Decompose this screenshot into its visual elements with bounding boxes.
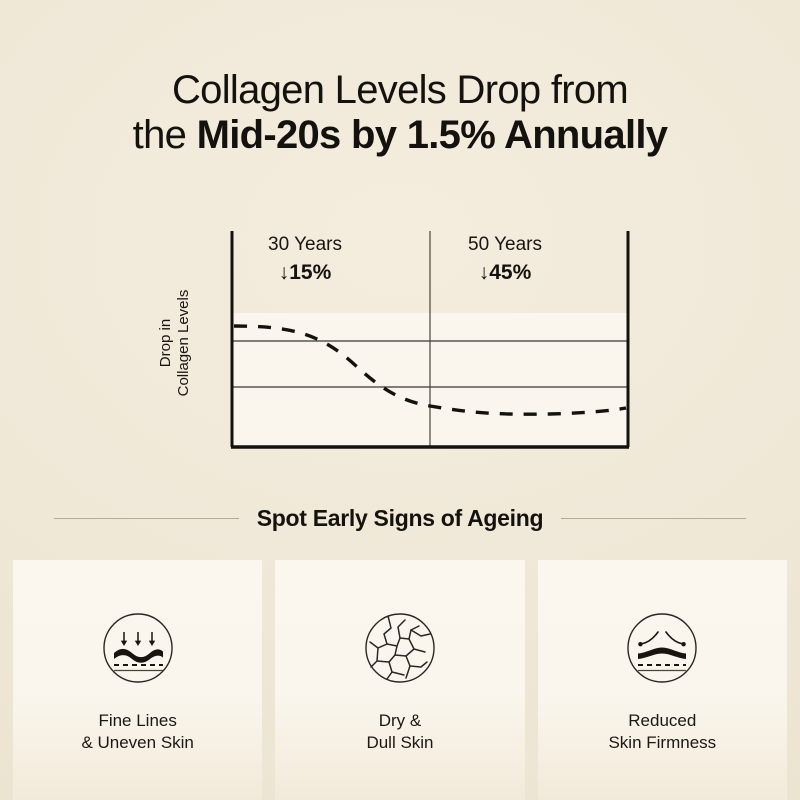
- section-title: Spot Early Signs of Ageing: [256, 505, 544, 531]
- title-line-2-prefix: the: [132, 112, 197, 157]
- annotation-years-label: 30 Years: [268, 234, 342, 255]
- card-label-line1: Fine Lines: [98, 711, 177, 730]
- fine-lines-icon: [102, 613, 173, 683]
- reduced-firmness-icon: [627, 613, 698, 683]
- annotation-change-label: ↓45%: [478, 260, 532, 284]
- divider-left: [53, 518, 239, 519]
- dry-dull-skin-icon: [365, 613, 435, 683]
- card-reduced-firmness[interactable]: Reduced Skin Firmness: [537, 560, 787, 800]
- card-fine-lines[interactable]: Fine Lines & Uneven Skin: [13, 560, 263, 800]
- title-line-2: the Mid-20s by 1.5% Annually: [0, 113, 800, 158]
- chart-collagen-curve: [233, 324, 627, 416]
- section-heading: Spot Early Signs of Ageing: [0, 505, 800, 532]
- title-line-1: Collagen Levels Drop from: [171, 68, 629, 112]
- divider-right: [561, 518, 747, 519]
- chart-annotation-50-years: 50 Years ↓45%: [430, 233, 580, 286]
- card-label: Reduced Skin Firmness: [538, 710, 787, 754]
- card-label-line1: Reduced: [628, 711, 697, 730]
- card-label: Fine Lines & Uneven Skin: [13, 710, 262, 754]
- chart-plot-area: [230, 231, 630, 449]
- y-axis-label-line2: Collagen Levels: [175, 289, 192, 397]
- title-line-2-strong: Mid-20s by 1.5% Annually: [196, 112, 668, 157]
- card-dry-dull-skin[interactable]: Dry & Dull Skin: [275, 560, 525, 800]
- card-label-line2: & Uneven Skin: [81, 733, 194, 753]
- chart-y-axis-label: Drop in Collagen Levels: [153, 243, 197, 443]
- card-label-line1: Dry &: [378, 711, 422, 730]
- annotation-years-label: 50 Years: [468, 234, 542, 255]
- card-label-line2: Skin Firmness: [608, 733, 717, 753]
- annotation-change-label: ↓15%: [278, 260, 332, 284]
- signs-card-row: Fine Lines & Uneven Skin: [0, 560, 800, 800]
- page-title: Collagen Levels Drop from the Mid-20s by…: [0, 68, 800, 158]
- chart-annotation-30-years: 30 Years ↓15%: [230, 233, 380, 286]
- collagen-decline-chart: Drop in Collagen Levels 30 Years ↓15% 5: [157, 225, 635, 460]
- card-label: Dry & Dull Skin: [275, 710, 524, 754]
- card-label-line2: Dull Skin: [366, 733, 434, 753]
- y-axis-label-line1: Drop in: [157, 318, 174, 368]
